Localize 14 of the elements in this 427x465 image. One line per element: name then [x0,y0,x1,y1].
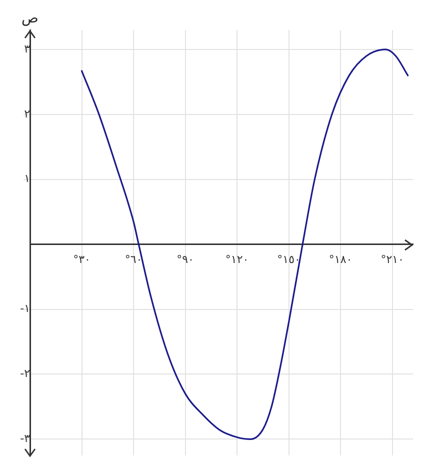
y-tick-label: -٣ [20,432,30,446]
x-tick-label: °٣٠ [73,252,90,266]
y-axis-title: ص [22,10,38,27]
x-tick-label: °١٥٠ [277,252,300,266]
x-tick-label: °١٢٠ [225,252,249,266]
x-tick-label: °٢١٠ [380,252,404,266]
x-tick-label: °١٨٠ [328,252,352,266]
y-tick-label: -١ [20,302,30,316]
y-tick-label: -٢ [20,367,30,380]
y-tick-label: ٣ [24,42,30,56]
x-tick-label: °٩٠ [176,252,194,266]
x-tick-label: °٦٠ [124,252,142,266]
y-tick-label: ١ [24,172,30,186]
y-tick-label: ٢ [24,107,30,120]
